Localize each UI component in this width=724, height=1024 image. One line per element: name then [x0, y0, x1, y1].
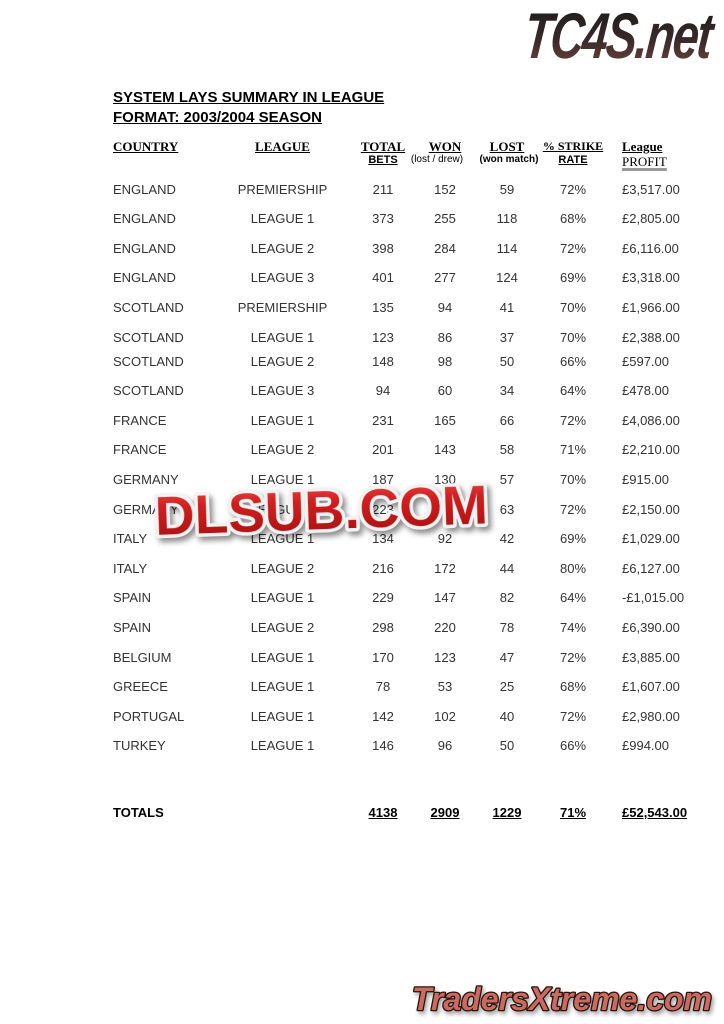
svg-text:DLSUB.COM: DLSUB.COM: [154, 473, 489, 547]
svg-text:TradersXtreme.com: TradersXtreme.com: [412, 981, 712, 1017]
